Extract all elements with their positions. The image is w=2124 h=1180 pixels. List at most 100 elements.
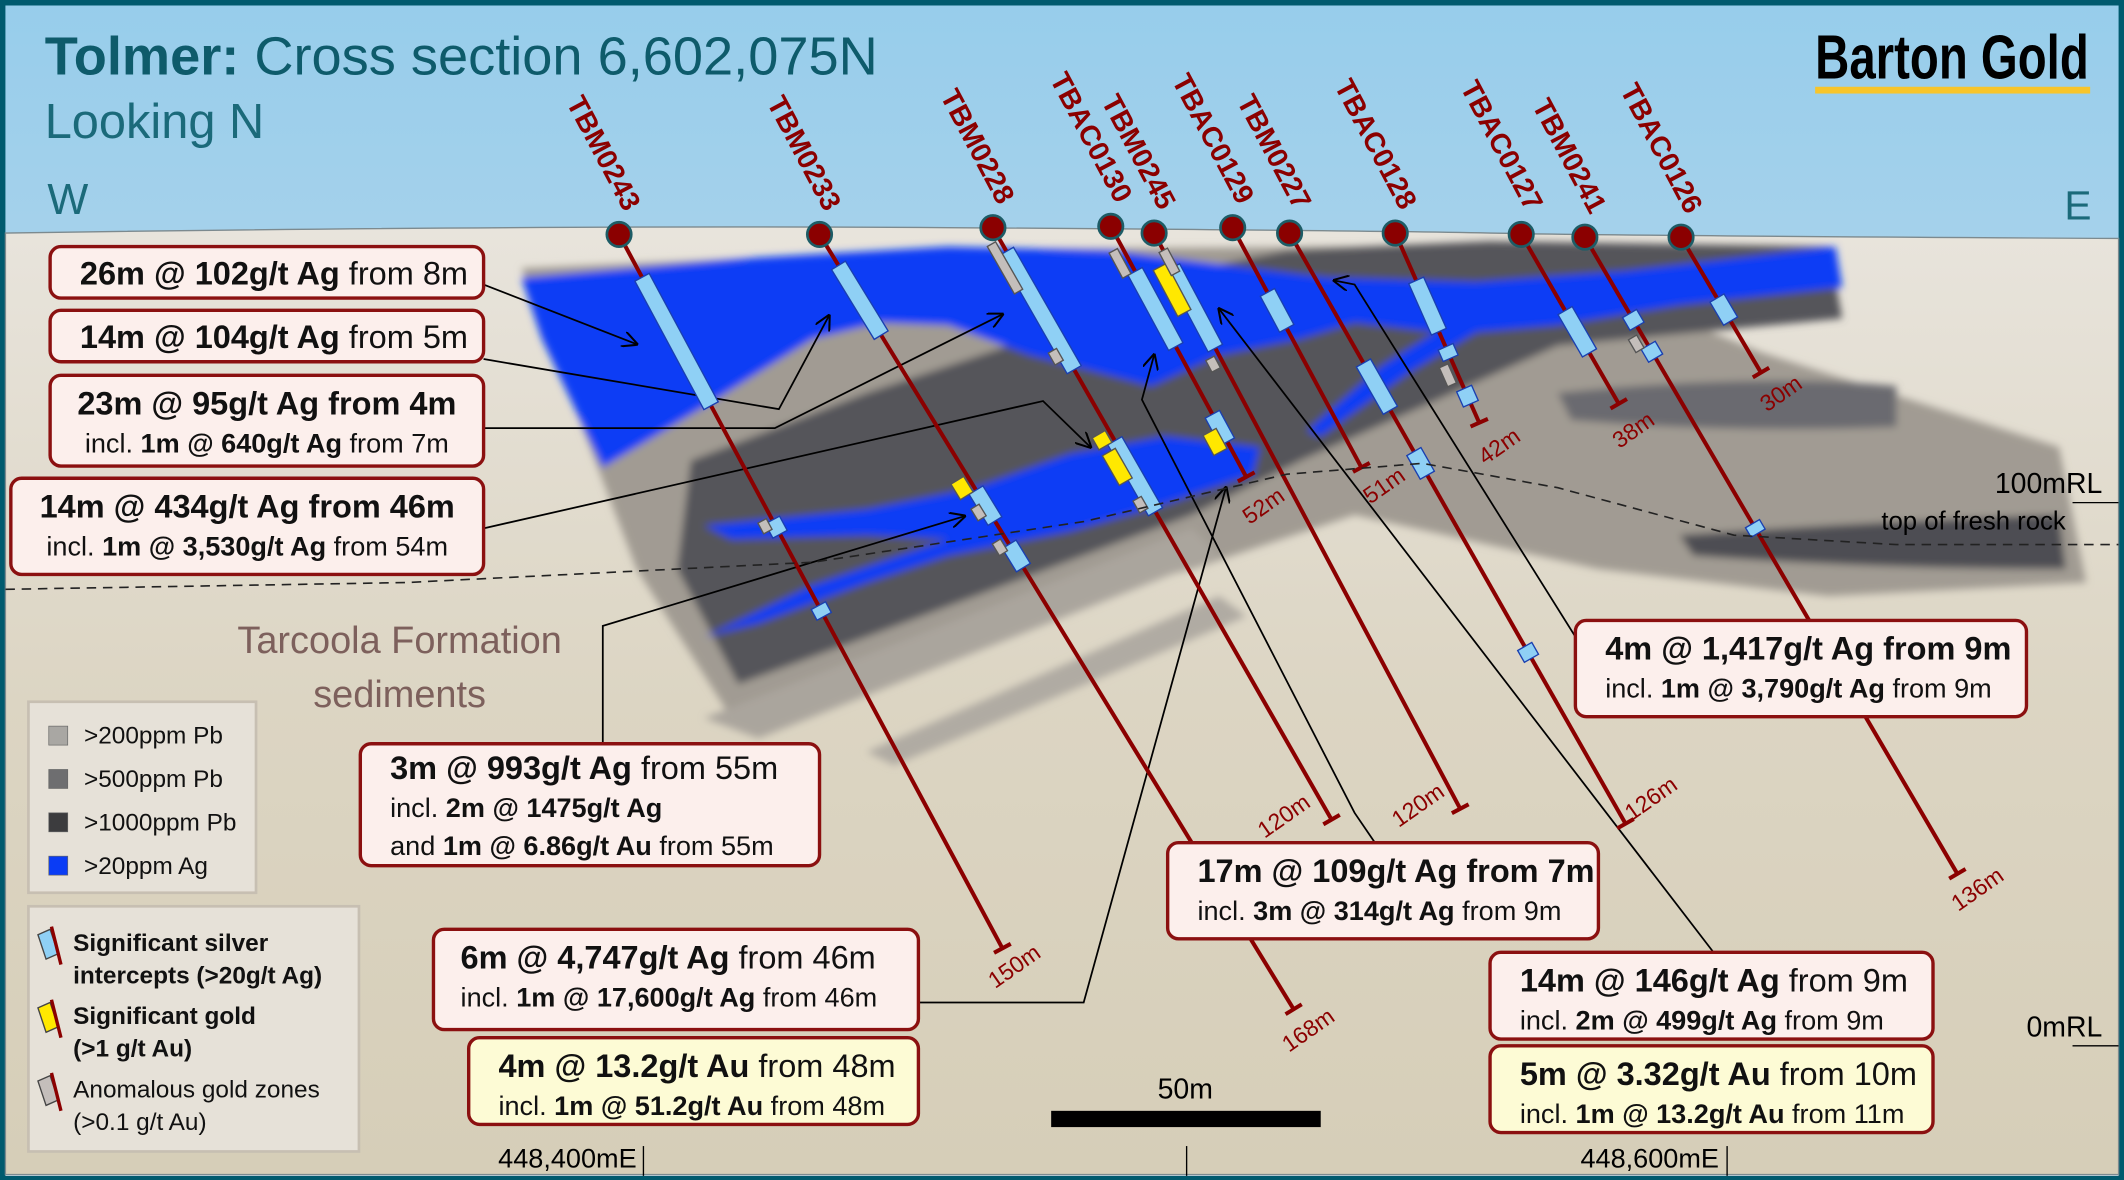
silver-result-callout: 26m @ 102g/t Ag from 8m [48, 244, 486, 300]
collar-icon[interactable] [605, 220, 633, 248]
callout-line: incl. 1m @ 640g/t Ag from 7m [85, 428, 449, 459]
east-label: E [2064, 183, 2091, 229]
callout-text: from 55m [652, 830, 774, 861]
collar-icon[interactable] [979, 214, 1007, 242]
legend-swatch [48, 855, 69, 876]
callout-line: 6m @ 4,747g/t Ag from 46m [461, 940, 876, 976]
collar-icon[interactable] [805, 220, 834, 248]
collar-icon[interactable] [1571, 223, 1599, 251]
callout-line: incl. 2m @ 499g/t Ag from 9m [1520, 1005, 1884, 1036]
silver-result-callout: 14m @ 104g/t Ag from 5m [48, 308, 486, 364]
callout-value: 14m @ 104g/t Ag [80, 319, 340, 355]
west-label: W [47, 176, 88, 224]
silver-result-callout: 3m @ 993g/t Ag from 55m incl. 2m @ 1475g/… [358, 742, 822, 868]
callouts: 26m @ 102g/t Ag from 8m 14m @ 104g/t Ag f… [9, 244, 2029, 1135]
callout-text: from 9m [1777, 1005, 1884, 1036]
silver-intercept [810, 600, 833, 622]
hole-end-cap [993, 942, 1012, 955]
callout-line: 4m @ 1,417g/t Ag from 9m [1605, 631, 2011, 667]
callout-leader [483, 314, 1003, 430]
anomalous-gold-zone [1627, 334, 1646, 354]
legend-label: >20ppm Ag [84, 853, 208, 880]
callout-box [466, 1035, 921, 1127]
collar-icon[interactable] [1667, 223, 1695, 251]
silver-result-callout: 17m @ 109g/t Ag from 7m incl. 3m @ 314g/t… [1165, 840, 1601, 941]
callout-box [358, 742, 822, 868]
collar-icon[interactable] [1381, 219, 1409, 247]
silver-intercept [1437, 342, 1459, 363]
subtitle: Looking N [45, 95, 265, 149]
callout-text: incl. [1197, 895, 1253, 926]
callout-text: from 9m [1885, 673, 1992, 704]
callout-leader [918, 488, 1225, 1004]
fresh-rock-label: top of fresh rock [1881, 508, 2066, 536]
callout-line: 5m @ 3.32g/t Au from 10m [1520, 1056, 1917, 1092]
barton-gold-logo: Barton Gold [1815, 24, 2089, 93]
gold-intercept [1202, 427, 1228, 457]
legend-swatch [48, 812, 69, 833]
silver-intercept [1259, 287, 1295, 334]
callout-value: 23m @ 95g/t Ag from 4m [77, 386, 456, 422]
hole-end-cap [1751, 366, 1771, 380]
easting-label-1: 448,400mE [498, 1143, 637, 1174]
callout-leader [1140, 355, 1376, 844]
callout-line: 17m @ 109g/t Ag from 7m [1197, 853, 1594, 889]
page-title: Tolmer: Cross section 6,602,075N [45, 27, 878, 87]
legend-label: Anomalous gold zones [73, 1076, 320, 1103]
legend-swatch [48, 725, 69, 746]
callout-text: from 9m [1455, 895, 1562, 926]
legend-hole-icon [49, 999, 63, 1039]
collar-icon[interactable] [1219, 214, 1247, 242]
callout-text: from 8m [340, 256, 468, 292]
silver-intercept [1455, 384, 1480, 408]
callout-text: incl. [85, 428, 141, 459]
callout-text: from 9m [1780, 963, 1908, 999]
silver-intercept [1640, 340, 1664, 364]
callout-value: 17m @ 109g/t Ag from 7m [1197, 853, 1594, 889]
silver-intercept [1744, 518, 1767, 539]
geochem-legend: >200ppm Pb >500ppm Pb >1000ppm Pb >20ppm Ag [27, 700, 258, 895]
callout-line: incl. 1m @ 3,790g/t Ag from 9m [1605, 673, 1992, 704]
collar-icon[interactable] [1276, 219, 1304, 247]
callout-text: incl. [390, 792, 446, 823]
gold-intercept [1101, 447, 1134, 487]
callout-line: 23m @ 95g/t Ag from 4m [77, 386, 456, 422]
callout-value: 2m @ 499g/t Ag [1576, 1005, 1777, 1036]
silver-intercept [998, 246, 1083, 375]
callout-text: from 46m [729, 940, 875, 976]
collar-icon[interactable] [1507, 220, 1535, 248]
callout-leader [601, 516, 965, 744]
callout-text: incl. [1520, 1098, 1576, 1129]
drill-trace [1583, 236, 1960, 875]
drill-trace [1287, 232, 1628, 825]
hole-end-cap [1609, 397, 1628, 411]
callout-line: incl. 1m @ 13.2g/t Au from 11m [1520, 1098, 1905, 1129]
geology-zones [521, 241, 2087, 766]
callout-box [1573, 618, 2029, 719]
silver-intercept [1106, 435, 1164, 517]
silver-intercept [633, 272, 720, 411]
anomalous-gold-zone [1204, 355, 1222, 374]
pb-200ppm-streak [704, 528, 1220, 739]
collar-icon[interactable] [1140, 219, 1168, 247]
anomalous-gold-zone [1438, 363, 1458, 388]
collar-icon[interactable] [1097, 212, 1125, 240]
pb-1000ppm-band [1679, 514, 2066, 570]
hole-end-cap [1236, 470, 1256, 484]
gold-result-callout: 5m @ 3.32g/t Au from 10m incl. 1m @ 13.2g… [1488, 1044, 1935, 1135]
callout-text: from 55m [632, 750, 778, 786]
anomalous-gold-zone [1158, 247, 1181, 277]
silver-intercept [1407, 276, 1448, 336]
callout-text: from 10m [1771, 1056, 1917, 1092]
callout-text: incl. [1520, 1005, 1576, 1036]
anomalous-gold-zone [986, 240, 1024, 295]
anomalous-gold-zone [991, 538, 1009, 557]
hole-end-cap [1616, 817, 1635, 831]
callout-value: 1m @ 17,600g/t Ag [516, 982, 755, 1013]
callout-leader [483, 400, 1091, 530]
callout-text: incl. [498, 1090, 554, 1121]
